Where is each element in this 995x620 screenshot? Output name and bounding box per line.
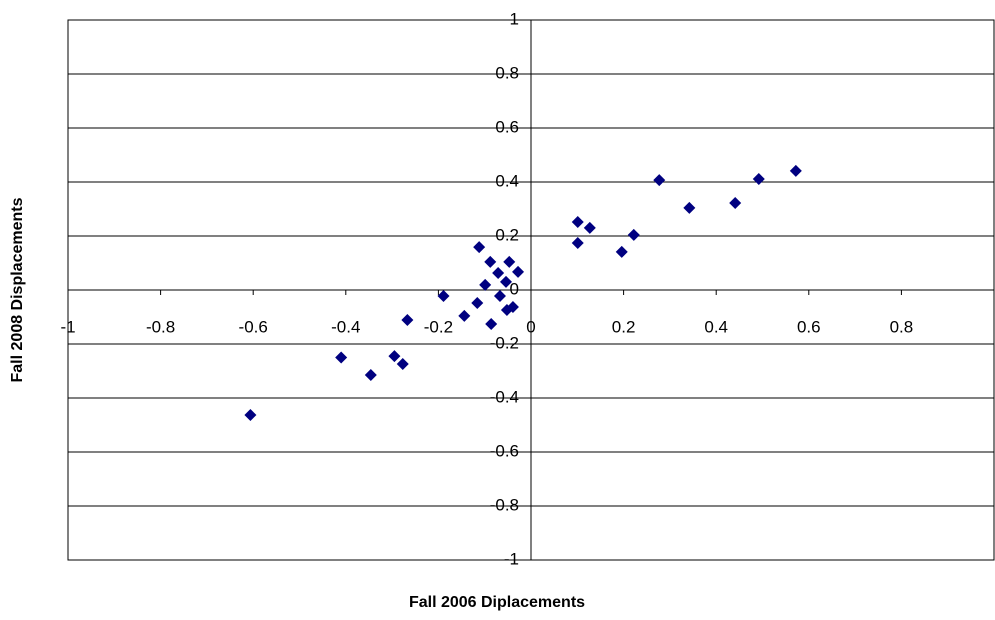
point (437, 289, 450, 302)
point (484, 255, 497, 268)
point (503, 255, 516, 268)
y-tick-label: -0.8 (490, 495, 519, 514)
point (493, 289, 506, 302)
y-tick-label: -1 (504, 549, 519, 568)
point (401, 313, 414, 326)
x-tick-label: 0.8 (890, 317, 914, 336)
y-tick-label: 0 (510, 279, 519, 298)
point (479, 278, 492, 291)
y-tick-label: 0.4 (495, 171, 519, 190)
point (471, 296, 484, 309)
x-tick-label: 0.4 (704, 317, 728, 336)
x-tick-label: 0.6 (797, 317, 821, 336)
x-tick-label: -0.6 (239, 317, 268, 336)
point (512, 265, 525, 278)
point (499, 275, 512, 288)
x-tick-label: 0 (526, 317, 535, 336)
x-tick-label: -1 (60, 317, 75, 336)
point (335, 351, 348, 364)
point (388, 350, 401, 363)
point (396, 357, 409, 370)
x-tick-label: -0.8 (146, 317, 175, 336)
point (729, 197, 742, 210)
x-tick-label: -0.4 (331, 317, 360, 336)
y-axis-title: Fall 2008 Displacements (9, 197, 26, 382)
point (615, 245, 628, 258)
point (789, 164, 802, 177)
point (571, 237, 584, 250)
point (458, 309, 471, 322)
point (583, 221, 596, 234)
point (244, 409, 257, 422)
x-axis-title: Fall 2006 Diplacements (409, 594, 585, 611)
point (473, 241, 486, 254)
point (485, 318, 498, 331)
y-tick-label: -0.4 (490, 387, 519, 406)
x-tick-label: -0.2 (424, 317, 453, 336)
x-tick-label: 0.2 (612, 317, 636, 336)
y-tick-label: -0.2 (490, 333, 519, 352)
y-tick-label: 0.8 (495, 63, 519, 82)
point (653, 174, 666, 187)
point (492, 266, 505, 279)
point (752, 173, 765, 186)
y-tick-label: 0.6 (495, 117, 519, 136)
y-tick-label: -0.6 (490, 441, 519, 460)
point (627, 228, 640, 241)
point (506, 301, 519, 314)
point (683, 201, 696, 214)
point (571, 215, 584, 228)
y-tick-label: 1 (510, 9, 519, 28)
y-tick-label: 0.2 (495, 225, 519, 244)
point (364, 369, 377, 382)
